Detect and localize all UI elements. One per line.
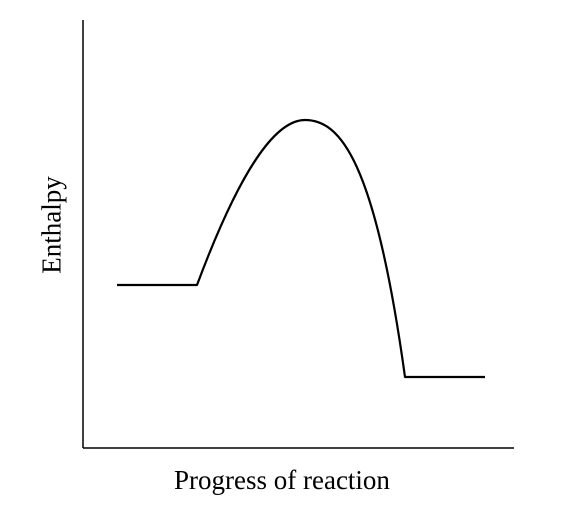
reaction-energy-curve <box>117 118 485 379</box>
y-axis-label: Enthalpy <box>36 176 67 274</box>
x-axis-label: Progress of reaction <box>174 465 390 495</box>
